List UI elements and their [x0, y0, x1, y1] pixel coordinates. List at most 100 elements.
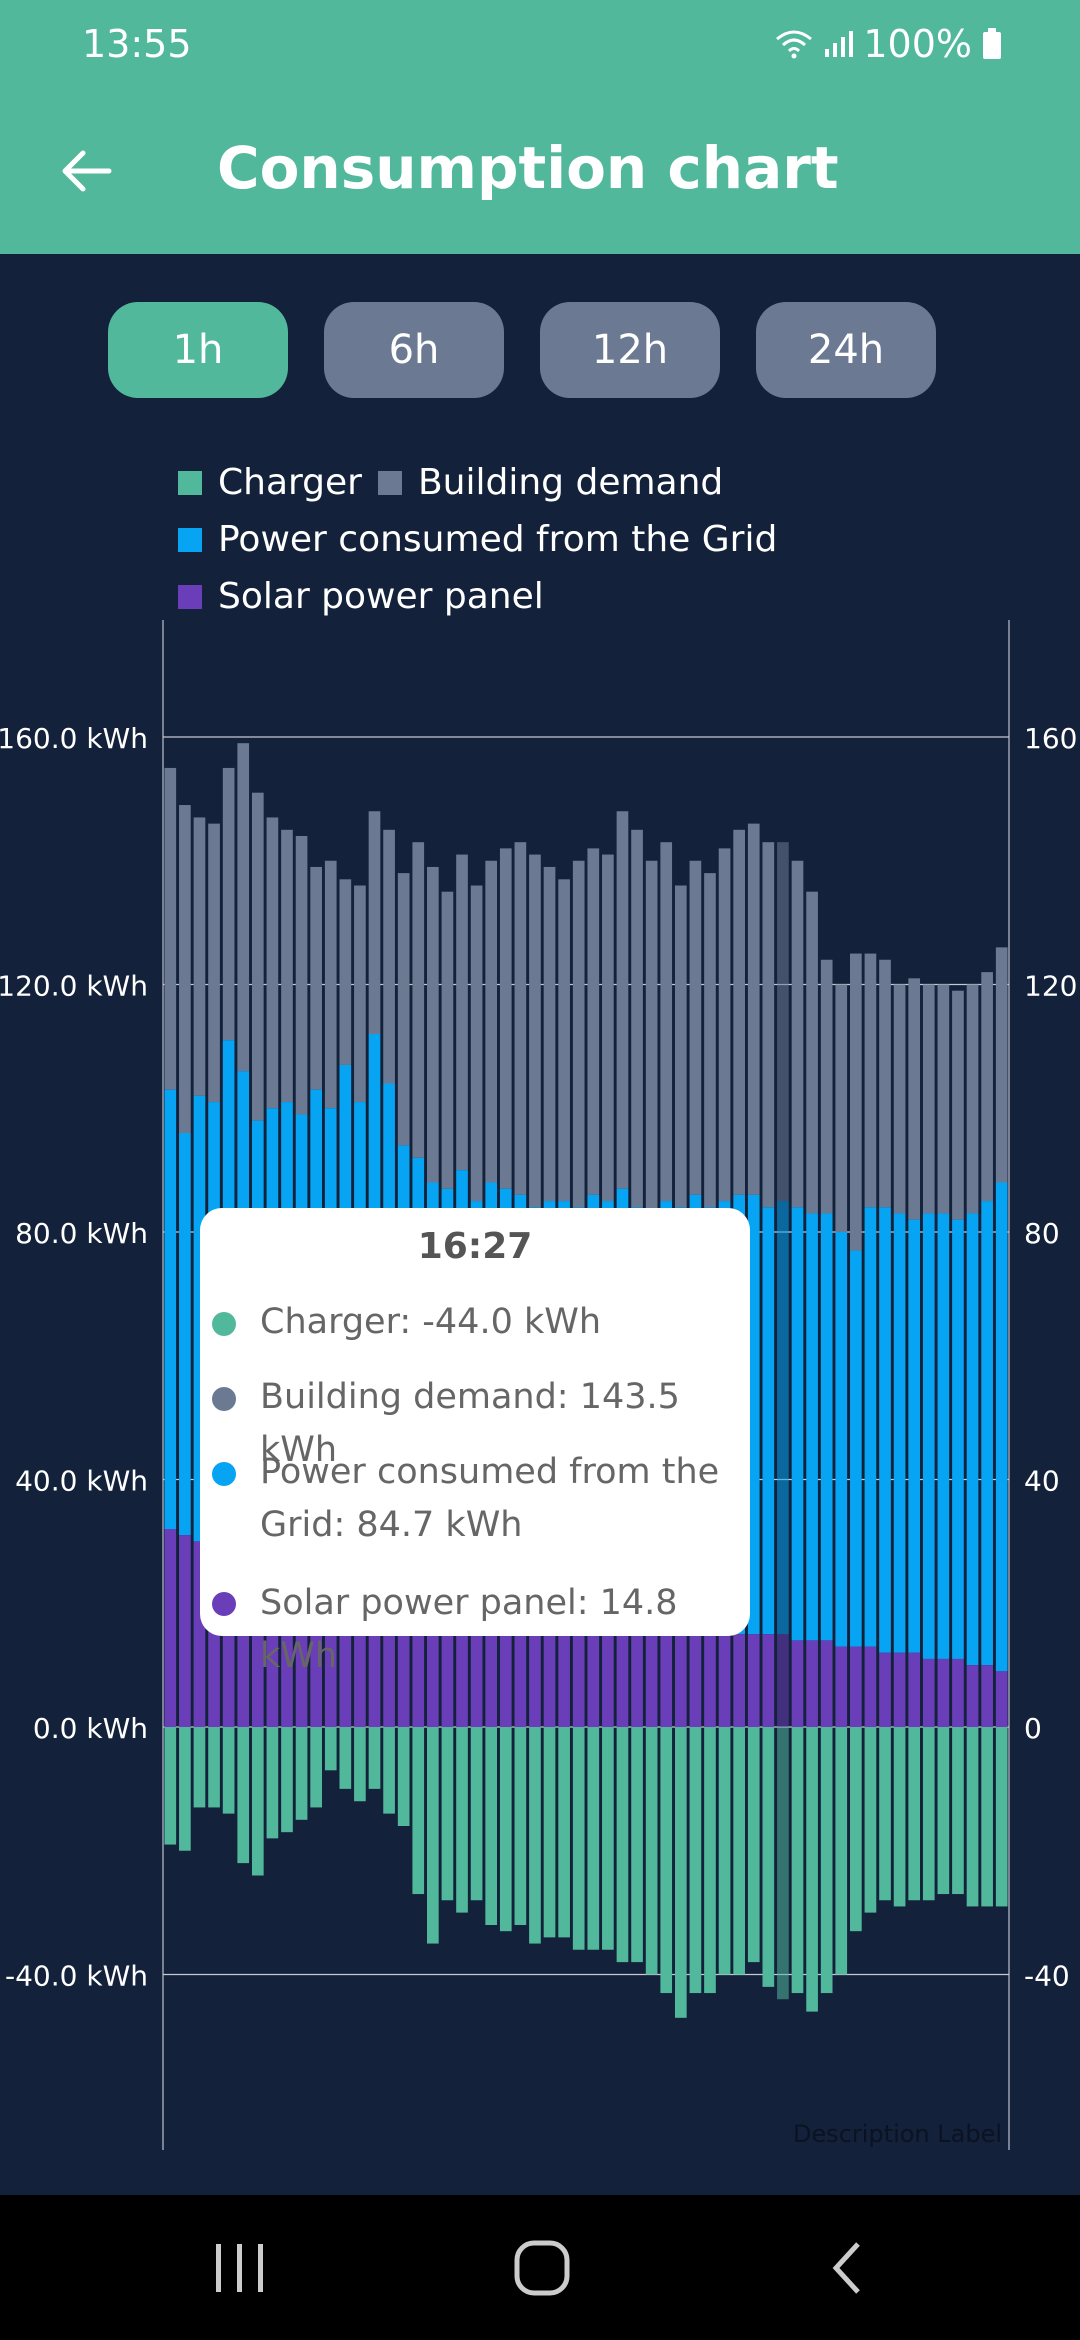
bar-charger: [514, 1727, 527, 1925]
bar-charger: [791, 1727, 804, 1994]
left-tick-label: 40.0 kWh: [15, 1465, 148, 1498]
bar-charger: [572, 1727, 585, 1950]
chart-tooltip: 16:27 Charger: -44.0 kWh Building demand…: [200, 1208, 750, 1676]
bar-building: [762, 842, 775, 1208]
bar-building: [368, 811, 381, 1034]
bar-building: [543, 866, 556, 1202]
bar-building: [222, 767, 235, 1041]
bar-building: [266, 817, 279, 1109]
bar-grid: [952, 1219, 964, 1659]
bar-charger: [689, 1727, 702, 1994]
legend-swatch-building: [377, 470, 402, 495]
bar-building: [441, 891, 454, 1189]
bar-charger: [222, 1727, 235, 1814]
bar-building: [179, 805, 191, 1133]
bar-solar: [747, 1634, 760, 1727]
battery-icon: [983, 28, 1001, 59]
bar-charger: [164, 1727, 177, 1845]
bar-solar: [631, 1615, 643, 1727]
signal-icon: [825, 31, 854, 57]
bar-building: [689, 860, 702, 1195]
bar-charger: [587, 1727, 600, 1950]
bar-charger: [412, 1727, 425, 1895]
bar-building: [893, 984, 906, 1214]
bar-solar: [616, 1615, 629, 1727]
bar-building: [499, 848, 512, 1189]
bar-building: [922, 984, 935, 1214]
right-tick-label: 0: [1024, 1712, 1042, 1745]
left-tick-label: 160.0 kWh: [0, 722, 148, 755]
bar-solar: [645, 1621, 658, 1727]
tooltip-solar: Solar power panel: 14.8 kWh: [260, 1583, 678, 1676]
home-button[interactable]: [482, 2225, 602, 2310]
bar-charger: [893, 1727, 906, 1907]
bar-building: [412, 842, 425, 1158]
legend-item-solar: Solar power panel: [178, 576, 544, 617]
right-tick-label: 40: [1024, 1465, 1060, 1498]
bar-grid: [981, 1201, 993, 1666]
bar-charger: [499, 1727, 512, 1932]
bar-solar: [237, 1547, 250, 1727]
bar-charger: [908, 1727, 921, 1901]
bar-building: [718, 848, 731, 1202]
bar-building: [966, 984, 979, 1214]
bar-building: [674, 885, 687, 1208]
legend-item-grid: Power consumed from the Grid: [178, 519, 777, 560]
right-tick-label: 120: [1024, 970, 1077, 1003]
back-button[interactable]: [40, 126, 130, 216]
bar-solar: [427, 1584, 439, 1727]
bar-building: [791, 860, 804, 1208]
bar-building: [456, 854, 468, 1171]
bar-solar: [864, 1646, 877, 1727]
bar-charger: [777, 1727, 789, 2000]
bar-building: [529, 854, 541, 1208]
tooltip-building: Building demand: 143.5 kWh: [260, 1377, 680, 1470]
bar-solar: [397, 1578, 410, 1727]
bar-solar: [193, 1541, 206, 1727]
bar-building: [704, 873, 716, 1208]
bar-building: [850, 953, 862, 1251]
bar-solar: [266, 1553, 279, 1727]
bar-building: [164, 767, 177, 1090]
bar-charger: [952, 1727, 964, 1895]
bar-solar: [777, 1634, 789, 1727]
legend-row-2: Power consumed from the Grid: [178, 519, 793, 560]
bar-solar: [718, 1628, 731, 1727]
recent-apps-button[interactable]: [180, 2225, 300, 2310]
bar-solar: [295, 1559, 308, 1727]
bar-building: [281, 829, 293, 1103]
legend-label-solar: Solar power panel: [218, 576, 544, 617]
bar-building: [251, 792, 264, 1121]
bar-charger: [529, 1727, 541, 1944]
wifi-icon: [776, 30, 813, 59]
right-tick-label: 80: [1024, 1217, 1060, 1250]
bar-charger: [485, 1727, 498, 1925]
bar-charger: [383, 1727, 395, 1814]
range-button-24h[interactable]: 24h: [756, 302, 936, 398]
bar-solar: [762, 1634, 775, 1727]
back-nav-button[interactable]: [786, 2225, 906, 2310]
bar-charger: [310, 1727, 322, 1808]
bar-solar: [354, 1572, 366, 1727]
bar-charger: [850, 1727, 862, 1932]
bar-solar: [179, 1535, 191, 1727]
range-button-6h[interactable]: 6h: [324, 302, 504, 398]
legend-swatch-grid: [178, 527, 202, 552]
bar-building: [733, 829, 745, 1195]
bar-solar: [529, 1603, 541, 1727]
bar-grid: [908, 1219, 921, 1653]
bar-grid: [193, 1095, 206, 1542]
legend-swatch-solar: [178, 584, 202, 609]
range-button-1h[interactable]: 1h: [108, 302, 288, 398]
system-nav-bar: [0, 2195, 1080, 2340]
bar-building: [587, 848, 600, 1195]
range-button-12h[interactable]: 12h: [540, 302, 720, 398]
bar-grid: [850, 1250, 862, 1647]
bar-solar: [543, 1603, 556, 1727]
bar-building: [324, 860, 337, 1109]
bar-charger: [470, 1727, 483, 1901]
bar-grid: [164, 1089, 177, 1529]
bar-building: [952, 990, 964, 1220]
bar-building: [645, 860, 658, 1220]
left-tick-label: 0.0 kWh: [33, 1712, 148, 1745]
